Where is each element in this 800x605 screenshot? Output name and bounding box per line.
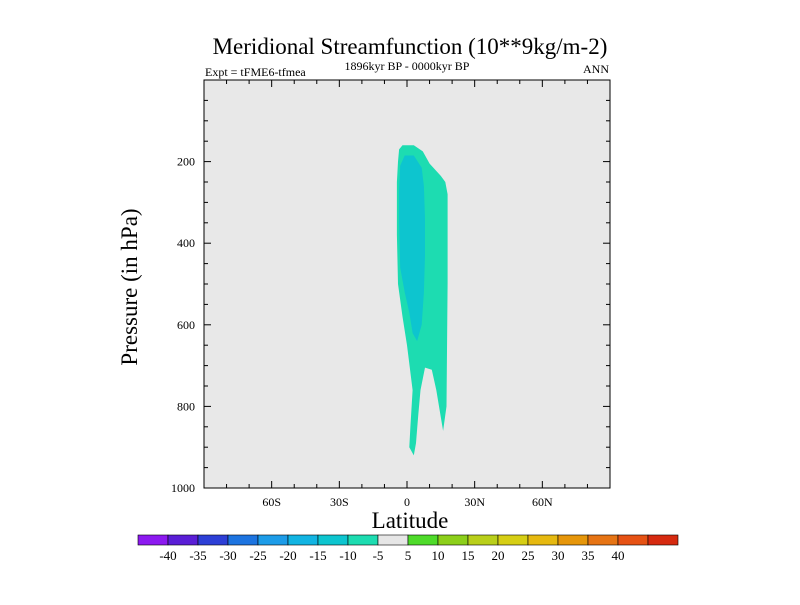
x-tick-label: 0 xyxy=(404,495,410,509)
colorbar-box xyxy=(377,534,409,546)
y-tick-label: 200 xyxy=(177,155,195,169)
colorbar-box xyxy=(527,534,559,546)
colorbar-label: 10 xyxy=(432,548,445,563)
y-tick-label: 800 xyxy=(177,399,195,413)
y-tick-label: 400 xyxy=(177,236,195,250)
colorbar-label: -20 xyxy=(279,548,296,563)
colorbar-box xyxy=(137,534,169,546)
colorbar-label: -15 xyxy=(309,548,326,563)
colorbar-box xyxy=(587,534,619,546)
axis-ticks: 60S 30S 0 30N 60N 200 400 600 800 1000 xyxy=(171,80,610,509)
colorbar-box xyxy=(437,534,469,546)
y-tick-label: 1000 xyxy=(171,481,195,495)
x-tick-label: 60N xyxy=(532,495,553,509)
colorbar-box xyxy=(617,534,649,546)
x-tick-label: 30S xyxy=(330,495,349,509)
x-tick-label: 30N xyxy=(464,495,485,509)
colorbar-label: -5 xyxy=(373,548,384,563)
colorbar-label: -25 xyxy=(249,548,266,563)
season-label: ANN xyxy=(583,62,609,76)
colorbar-label: 40 xyxy=(612,548,625,563)
time-range-label: 1896kyr BP - 0000kyr BP xyxy=(345,59,470,73)
colorbar-label: 20 xyxy=(492,548,505,563)
colorbar-label: 15 xyxy=(462,548,475,563)
colorbar-box xyxy=(467,534,499,546)
colorbar-label: 5 xyxy=(405,548,412,563)
x-tick-label: 60S xyxy=(262,495,281,509)
colorbar-box xyxy=(227,534,259,546)
colorbar-label: -40 xyxy=(159,548,176,563)
contour-regions xyxy=(396,145,448,456)
experiment-label: Expt = tFME6-tfmea xyxy=(205,65,306,79)
colorbar-box xyxy=(557,534,589,546)
x-axis-label: Latitude xyxy=(372,508,449,533)
contour-region-minus15-to-minus10 xyxy=(399,155,425,342)
y-axis-label: Pressure (in hPa) xyxy=(117,208,142,365)
colorbar-box xyxy=(347,534,379,546)
colorbar-box xyxy=(317,534,349,546)
colorbar-label: 35 xyxy=(582,548,595,563)
colorbar-box xyxy=(197,534,229,546)
colorbar-box xyxy=(287,534,319,546)
y-tick-label: 600 xyxy=(177,318,195,332)
colorbar-box xyxy=(257,534,289,546)
colorbar-label: 30 xyxy=(552,548,565,563)
colorbar-box xyxy=(167,534,199,546)
colorbar-label: 25 xyxy=(522,548,535,563)
colorbar-label: -10 xyxy=(339,548,356,563)
colorbar-box xyxy=(647,534,679,546)
colorbar-label: -35 xyxy=(189,548,206,563)
chart-title: Meridional Streamfunction (10**9kg/m-2) xyxy=(213,34,608,59)
colorbar-box xyxy=(497,534,529,546)
colorbar: -40 -35 -30 -25 -20 -15 -10 -5 5 10 15 20 25 30 35 40 xyxy=(137,534,679,563)
colorbar-label: -30 xyxy=(219,548,236,563)
colorbar-box xyxy=(407,534,439,546)
